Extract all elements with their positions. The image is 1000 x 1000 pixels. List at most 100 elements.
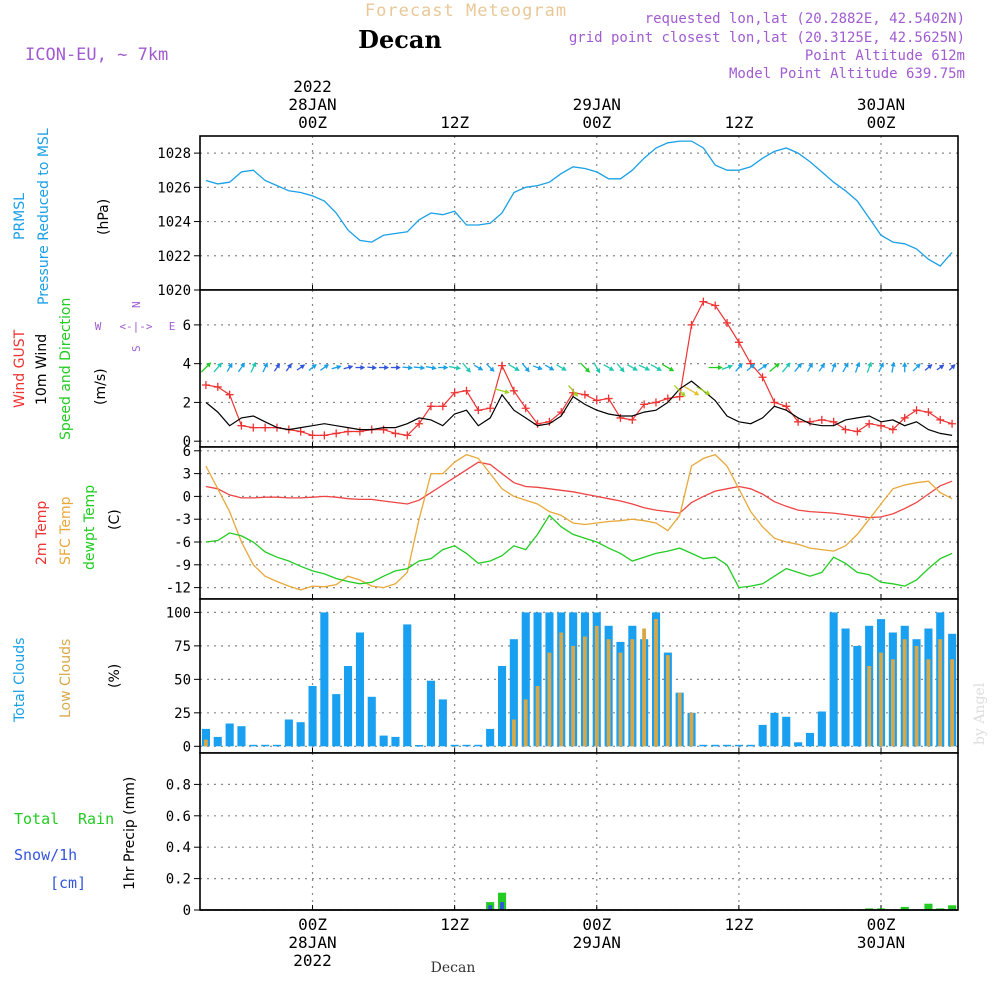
gust-marker xyxy=(640,400,649,409)
rain-bar xyxy=(924,903,933,910)
temp-sfc-line xyxy=(205,453,953,591)
top-date-label: 30JAN xyxy=(857,95,905,114)
wind-direction-arrow xyxy=(890,361,896,373)
gust-marker xyxy=(332,429,341,438)
gust-marker xyxy=(853,427,862,436)
wind-direction-arrow xyxy=(924,364,933,371)
total-cloud-bar xyxy=(805,732,814,747)
wind-direction-arrow xyxy=(226,362,233,372)
wind-direction-arrow xyxy=(213,362,222,373)
wind-direction-arrow xyxy=(355,364,366,371)
y-tick-label: 50 xyxy=(174,672,191,688)
wind-panel: 0 2 4 6 xyxy=(183,289,959,450)
gust-marker xyxy=(924,408,933,417)
total-cloud-bar xyxy=(273,744,282,747)
gust-marker xyxy=(426,402,435,411)
low-cloud-bar xyxy=(902,639,907,747)
gust-marker xyxy=(616,413,625,422)
total-cloud-bar xyxy=(367,696,376,747)
total-cloud-bar xyxy=(213,736,222,747)
wind-direction-arrow xyxy=(521,363,530,373)
wind-direction-arrow xyxy=(379,364,389,371)
precip-cm-label: [cm] xyxy=(50,874,86,892)
wind-direction-arrow xyxy=(818,362,826,372)
temp-sfc-label: SFC Temp xyxy=(58,496,74,565)
total-cloud-bar xyxy=(770,712,779,747)
wind-direction-arrow xyxy=(331,364,342,370)
wind-direction-arrow xyxy=(508,364,520,372)
wind-direction-arrow xyxy=(638,364,651,371)
wind-direction-arrow xyxy=(735,363,743,372)
y-tick-label: 0.2 xyxy=(166,872,191,888)
total-cloud-bar xyxy=(438,699,447,747)
total-cloud-bar xyxy=(249,744,258,747)
gust-marker xyxy=(379,425,388,434)
gust-marker xyxy=(877,421,886,430)
wind-direction-arrow xyxy=(603,364,615,371)
low-cloud-bar xyxy=(677,692,682,747)
y-tick-label: -12 xyxy=(166,581,191,597)
total-cloud-bar xyxy=(320,612,329,747)
bottom-date-label: 29JAN xyxy=(573,933,621,952)
low-cloud-bar xyxy=(867,666,872,747)
low-cloud-bar xyxy=(523,699,528,747)
low-cloud-bar xyxy=(654,619,658,747)
y-tick-label: 1020 xyxy=(157,283,191,299)
compass-e: E xyxy=(169,320,176,333)
top-time-tick-label: 12Z xyxy=(440,113,469,132)
wind-direction-arrow xyxy=(831,362,837,373)
gust-marker xyxy=(723,318,732,327)
total-cloud-bar xyxy=(462,744,471,747)
gust-marker xyxy=(344,427,353,436)
y-tick-label: 75 xyxy=(174,639,191,655)
wind-direction-arrow xyxy=(673,384,686,397)
wind-direction-arrow xyxy=(494,388,510,395)
low-cloud-bar xyxy=(547,652,552,747)
bottom-year-label: 2022 xyxy=(293,951,332,970)
gust-marker xyxy=(651,398,660,407)
total-cloud-bar xyxy=(308,686,317,747)
y-tick-label: 0 xyxy=(183,434,191,450)
gust-marker xyxy=(794,417,803,426)
y-tick-label: 0.8 xyxy=(166,777,191,793)
top-date-label: 29JAN xyxy=(573,95,621,114)
gust-marker xyxy=(604,394,613,403)
wind-direction-arrow xyxy=(866,361,873,373)
footer-location: Decan xyxy=(431,960,476,976)
gust-marker xyxy=(865,419,874,428)
wind-direction-arrow xyxy=(273,363,281,372)
low-cloud-bar xyxy=(204,739,208,747)
wind-direction-arrow xyxy=(296,364,306,371)
top-date-label: 28JAN xyxy=(288,95,336,114)
total-cloud-bar xyxy=(723,744,732,747)
total-cloud-bar xyxy=(391,736,400,747)
gust-marker xyxy=(213,382,222,391)
wind-direction-arrow xyxy=(781,362,791,373)
panel-background xyxy=(200,136,958,290)
pressure-label-msl: Pressure Reduced to MSL xyxy=(36,128,52,305)
gust-marker xyxy=(770,398,779,407)
wind-direction-arrow xyxy=(579,362,591,373)
temp-2m-label: 2m Temp xyxy=(34,501,50,565)
wind-direction-arrow xyxy=(568,385,579,397)
grid-point-coords: grid point closest lon,lat (20.3125E, 42… xyxy=(569,30,965,46)
wind-direction-arrow xyxy=(556,364,567,371)
compass-s: S xyxy=(130,345,143,352)
wind-direction-arrow xyxy=(696,386,711,396)
gust-marker xyxy=(308,431,317,440)
wind-direction-arrow xyxy=(438,364,449,371)
compass-w: W xyxy=(95,320,102,333)
total-cloud-bar xyxy=(841,628,850,747)
wind-direction-arrow xyxy=(684,386,700,396)
total-cloud-bar xyxy=(426,680,435,747)
pressure-unit: (hPa) xyxy=(96,199,112,235)
gust-marker xyxy=(711,301,720,310)
gust-marker xyxy=(486,404,495,413)
forecast-title: Forecast Meteogram xyxy=(365,1,567,21)
low-cloud-bar xyxy=(642,628,646,747)
wind-direction-arrow xyxy=(237,362,246,373)
gust-marker xyxy=(746,359,755,368)
gust-marker xyxy=(580,390,589,399)
precip-snow-label: Snow/1h xyxy=(14,846,77,864)
y-tick-label: 2 xyxy=(183,395,191,411)
